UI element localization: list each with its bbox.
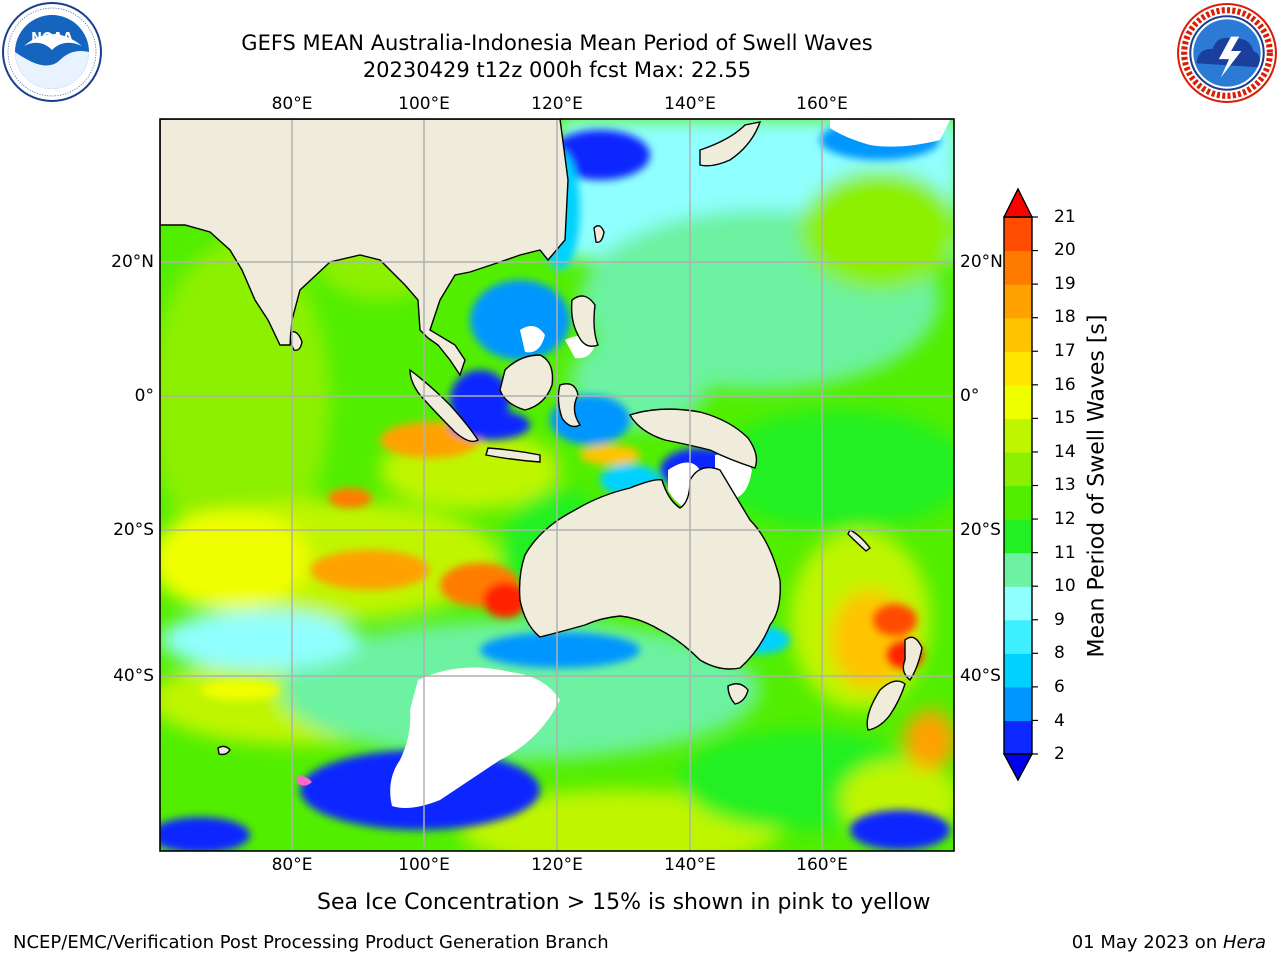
colorbar-tick: 21 bbox=[1054, 207, 1076, 227]
colorbar-tick: 8 bbox=[1054, 643, 1065, 663]
map-gridlines bbox=[160, 119, 954, 851]
lon-tick-bottom-140e: 140°E bbox=[664, 855, 716, 875]
lat-tick-left-20s: 20°S bbox=[113, 520, 154, 540]
colorbar-tick: 13 bbox=[1054, 475, 1076, 495]
colorbar-segment bbox=[1004, 384, 1032, 419]
colorbar-tick: 17 bbox=[1054, 341, 1076, 361]
colorbar-segment bbox=[1004, 586, 1032, 621]
colorbar bbox=[1002, 187, 1038, 782]
footer-host: Hera bbox=[1222, 932, 1266, 953]
lat-tick-left-20n: 20°N bbox=[111, 252, 154, 272]
land-masses bbox=[160, 119, 923, 756]
colorbar-segment bbox=[1004, 686, 1032, 722]
colorbar-tick: 18 bbox=[1054, 307, 1076, 327]
colorbar-tick: 15 bbox=[1054, 408, 1076, 428]
colorbar-tick: 12 bbox=[1054, 509, 1076, 529]
lat-tick-right-0: 0° bbox=[960, 386, 980, 406]
lat-tick-left-0: 0° bbox=[134, 386, 154, 406]
colorbar-segment bbox=[1004, 284, 1032, 319]
chart-title: GEFS MEAN Australia-Indonesia Mean Perio… bbox=[241, 31, 873, 55]
colorbar-tick: 16 bbox=[1054, 375, 1076, 395]
colorbar-segment bbox=[1004, 418, 1032, 453]
lat-tick-right-20n: 20°N bbox=[960, 252, 1003, 272]
colorbar-segment bbox=[1004, 519, 1032, 554]
colorbar-tick: 20 bbox=[1054, 240, 1076, 260]
lon-tick-bottom-160e: 160°E bbox=[796, 855, 848, 875]
colorbar-segment bbox=[1004, 451, 1032, 487]
colorbar-segment bbox=[1004, 552, 1032, 587]
colorbar-label: Mean Period of Swell Waves [s] bbox=[1084, 314, 1110, 658]
colorbar-segment bbox=[1004, 619, 1032, 654]
lon-tick-bottom-80e: 80°E bbox=[271, 855, 313, 875]
footer-date-text: 01 May 2023 on bbox=[1071, 932, 1223, 953]
colorbar-tick: 4 bbox=[1054, 711, 1065, 731]
lon-tick-bottom-100e: 100°E bbox=[398, 855, 450, 875]
colorbar-tick: 6 bbox=[1054, 677, 1065, 697]
colorbar-segment bbox=[1004, 351, 1032, 386]
swell-period-field bbox=[160, 119, 954, 851]
colorbar-segment bbox=[1004, 720, 1032, 755]
lon-tick-top-120e: 120°E bbox=[531, 94, 583, 114]
colorbar-tick: 19 bbox=[1054, 274, 1076, 294]
colorbar-over-arrow bbox=[1002, 187, 1034, 218]
colorbar-tick: 11 bbox=[1054, 543, 1076, 563]
map-frame bbox=[159, 118, 955, 852]
chart-subtitle: 20230429 t12z 000h fcst Max: 22.55 bbox=[362, 58, 752, 82]
colorbar-segment bbox=[1004, 653, 1032, 688]
footer-credit: NCEP/EMC/Verification Post Processing Pr… bbox=[13, 932, 609, 953]
lat-tick-right-20s: 20°S bbox=[960, 520, 1001, 540]
lon-tick-top-80e: 80°E bbox=[271, 94, 313, 114]
lon-tick-top-160e: 160°E bbox=[796, 94, 848, 114]
colorbar-tick: 14 bbox=[1054, 442, 1076, 462]
colorbar-tick: 2 bbox=[1054, 744, 1065, 764]
colorbar-tick: 9 bbox=[1054, 610, 1065, 630]
footer-date: 01 May 2023 on Hera bbox=[1072, 932, 1266, 953]
noaa-logo-text: NOAA bbox=[31, 31, 73, 46]
colorbar-under-arrow bbox=[1002, 753, 1034, 782]
colorbar-segment bbox=[1004, 217, 1032, 252]
lon-tick-top-100e: 100°E bbox=[398, 94, 450, 114]
nws-logo bbox=[1177, 3, 1277, 103]
lon-tick-bottom-120e: 120°E bbox=[531, 855, 583, 875]
colorbar-segment bbox=[1004, 485, 1032, 520]
colorbar-segment bbox=[1004, 250, 1032, 285]
lon-tick-top-140e: 140°E bbox=[664, 94, 716, 114]
colorbar-segment bbox=[1004, 317, 1032, 352]
lat-tick-right-40s: 40°S bbox=[960, 666, 1001, 686]
sea-ice-note: Sea Ice Concentration > 15% is shown in … bbox=[317, 890, 931, 915]
lat-tick-left-40s: 40°S bbox=[113, 666, 154, 686]
noaa-logo: NOAA bbox=[2, 2, 102, 102]
colorbar-tick: 10 bbox=[1054, 576, 1076, 596]
